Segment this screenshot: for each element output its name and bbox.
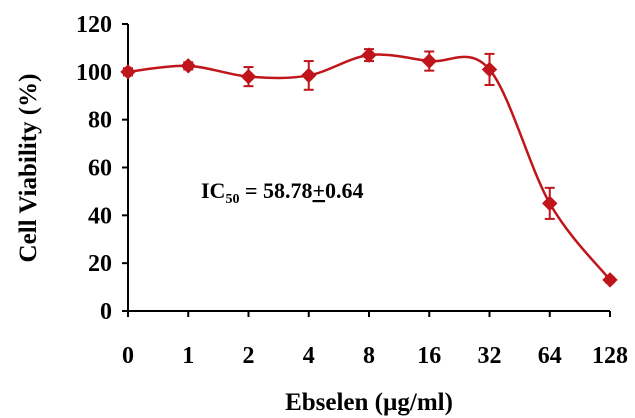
x-tick-label: 0 bbox=[122, 343, 134, 369]
y-ticks: 0 20 40 60 80 100 120 bbox=[76, 12, 128, 325]
y-tick-label: 20 bbox=[88, 251, 112, 277]
x-tick-label: 1 bbox=[182, 343, 194, 369]
ic50-prefix: IC bbox=[201, 178, 225, 203]
data-point-marker bbox=[120, 64, 136, 80]
ic50-value: = 58.78 bbox=[239, 178, 312, 203]
y-axis-title-group: Cell Viability (%) bbox=[15, 74, 42, 263]
data-point-marker bbox=[542, 195, 558, 212]
y-tick-label: 60 bbox=[88, 156, 112, 182]
x-axis-title: Ebselen (µg/ml) bbox=[285, 389, 453, 416]
data-point-marker bbox=[421, 53, 437, 69]
x-ticks: 0 1 2 4 8 16 32 64 128 bbox=[122, 311, 628, 369]
x-tick-label: 128 bbox=[592, 343, 628, 369]
x-tick-label: 16 bbox=[417, 343, 441, 369]
y-tick-label: 0 bbox=[100, 299, 112, 325]
x-tick-label: 2 bbox=[243, 343, 255, 369]
y-tick-label: 120 bbox=[76, 12, 112, 38]
ic50-subscript: 50 bbox=[225, 192, 239, 207]
x-tick-label: 64 bbox=[538, 343, 562, 369]
x-tick-label: 4 bbox=[303, 343, 315, 369]
data-point-marker bbox=[301, 67, 317, 84]
data-point-marker bbox=[481, 61, 498, 78]
ic50-annotation: IC50 = 58.78+0.64 bbox=[201, 178, 364, 207]
y-tick-label: 100 bbox=[76, 60, 112, 86]
y-tick-label: 40 bbox=[88, 203, 112, 229]
x-tick-label: 8 bbox=[363, 343, 375, 369]
ic50-plusminus: + bbox=[313, 178, 326, 203]
y-tick-label: 80 bbox=[88, 108, 112, 134]
data-point-marker bbox=[361, 47, 377, 63]
ic50-error: 0.64 bbox=[325, 178, 364, 203]
data-point-marker bbox=[602, 272, 618, 288]
data-point-marker bbox=[180, 58, 196, 74]
y-axis-title: Cell Viability (%) bbox=[15, 74, 42, 263]
plot-area bbox=[120, 47, 618, 288]
series-line bbox=[127, 53, 611, 281]
data-point-marker bbox=[240, 68, 257, 85]
x-tick-label: 32 bbox=[478, 343, 502, 369]
